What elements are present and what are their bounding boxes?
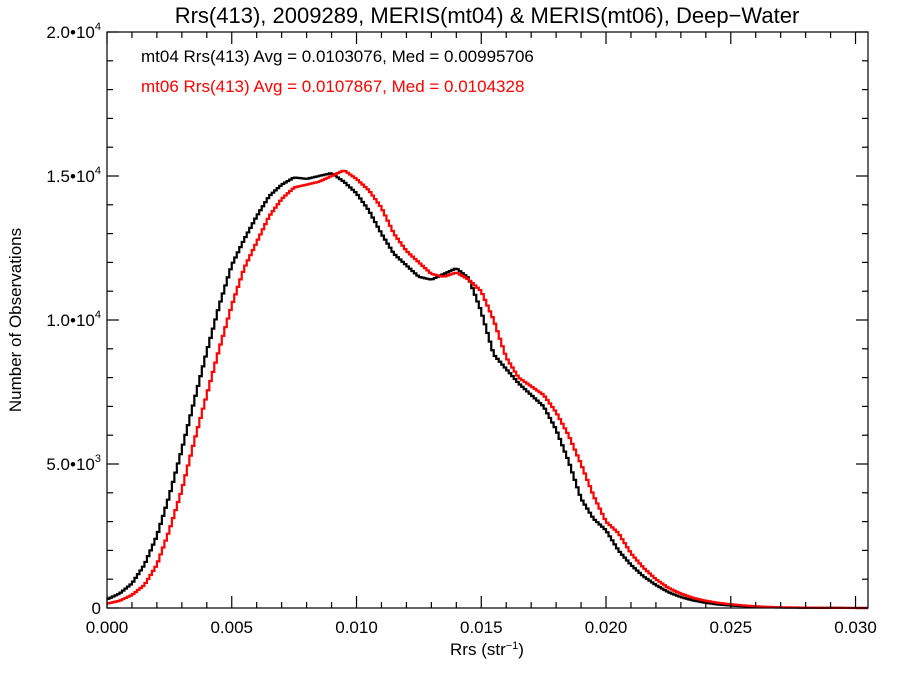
x-tick-label: 0.000 bbox=[86, 618, 129, 637]
x-axis-label-close: ) bbox=[518, 640, 524, 659]
y-tick-label-base: 0 bbox=[92, 599, 101, 618]
y-tick-label-base: 1.5•10 bbox=[46, 167, 95, 186]
plot-frame bbox=[106, 31, 869, 609]
series-layer bbox=[107, 169, 868, 610]
y-tick-label: 0 bbox=[92, 599, 101, 618]
y-tick-label: 5.0•103 bbox=[46, 453, 101, 474]
x-axis-label: Rrs (str−1) bbox=[450, 640, 524, 659]
y-tick-label-base: 1.0•10 bbox=[46, 311, 95, 330]
x-axis-label-text: Rrs (str bbox=[450, 640, 506, 659]
x-tick-label: 0.025 bbox=[709, 618, 752, 637]
y-tick-label-base: 2.0•10 bbox=[46, 23, 95, 42]
y-tick-label: 1.5•104 bbox=[46, 165, 101, 186]
x-tick-label: 0.030 bbox=[834, 618, 877, 637]
y-tick-label-exponent: 3 bbox=[95, 453, 101, 465]
y-axis-label: Number of Observations bbox=[6, 228, 25, 412]
x-tick-label: 0.015 bbox=[460, 618, 503, 637]
x-tick-label: 0.010 bbox=[335, 618, 378, 637]
x-axis-label-superscript: −1 bbox=[506, 640, 519, 652]
annotation-mt06: mt06 Rrs(413) Avg = 0.0107867, Med = 0.0… bbox=[141, 77, 524, 96]
y-tick-label-base: 5.0•10 bbox=[46, 455, 95, 474]
histogram-series-0 bbox=[107, 172, 868, 610]
annotation-mt04: mt04 Rrs(413) Avg = 0.0103076, Med = 0.0… bbox=[141, 47, 534, 66]
histogram-series-1 bbox=[107, 169, 868, 610]
x-tick-label: 0.005 bbox=[210, 618, 253, 637]
axes-layer: 0.000 0.005 0.010 0.015 0.020 0.025 0.030 0 5.0•… bbox=[46, 21, 876, 637]
y-tick-label-exponent: 4 bbox=[95, 309, 101, 321]
x-tick-label: 0.020 bbox=[585, 618, 628, 637]
y-tick-label: 1.0•104 bbox=[46, 309, 101, 330]
y-tick-label: 2.0•104 bbox=[46, 21, 101, 42]
chart-title: Rrs(413), 2009289, MERIS(mt04) & MERIS(m… bbox=[175, 3, 800, 28]
y-tick-label-exponent: 4 bbox=[95, 21, 101, 33]
y-tick-label-exponent: 4 bbox=[95, 165, 101, 177]
